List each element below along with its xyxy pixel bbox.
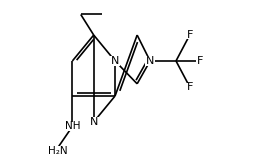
Text: N: N: [90, 117, 98, 127]
Bar: [66, 122, 79, 131]
Bar: [186, 83, 194, 91]
Bar: [186, 31, 194, 39]
Text: F: F: [187, 82, 193, 92]
Bar: [49, 146, 66, 156]
Bar: [196, 57, 205, 65]
Text: H₂N: H₂N: [48, 146, 68, 156]
Text: N: N: [146, 56, 154, 66]
Bar: [88, 117, 99, 126]
Text: N: N: [111, 56, 119, 66]
Text: NH: NH: [65, 121, 80, 132]
Bar: [145, 56, 155, 66]
Text: F: F: [197, 56, 204, 66]
Bar: [110, 56, 120, 66]
Text: F: F: [187, 30, 193, 40]
